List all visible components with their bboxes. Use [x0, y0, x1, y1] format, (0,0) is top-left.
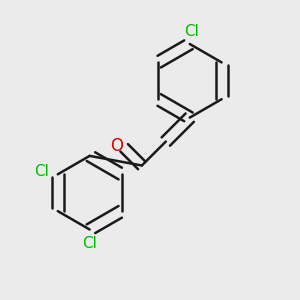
Text: Cl: Cl [184, 24, 199, 39]
Text: Cl: Cl [82, 236, 97, 251]
Text: Cl: Cl [34, 164, 49, 179]
Text: O: O [110, 137, 123, 155]
